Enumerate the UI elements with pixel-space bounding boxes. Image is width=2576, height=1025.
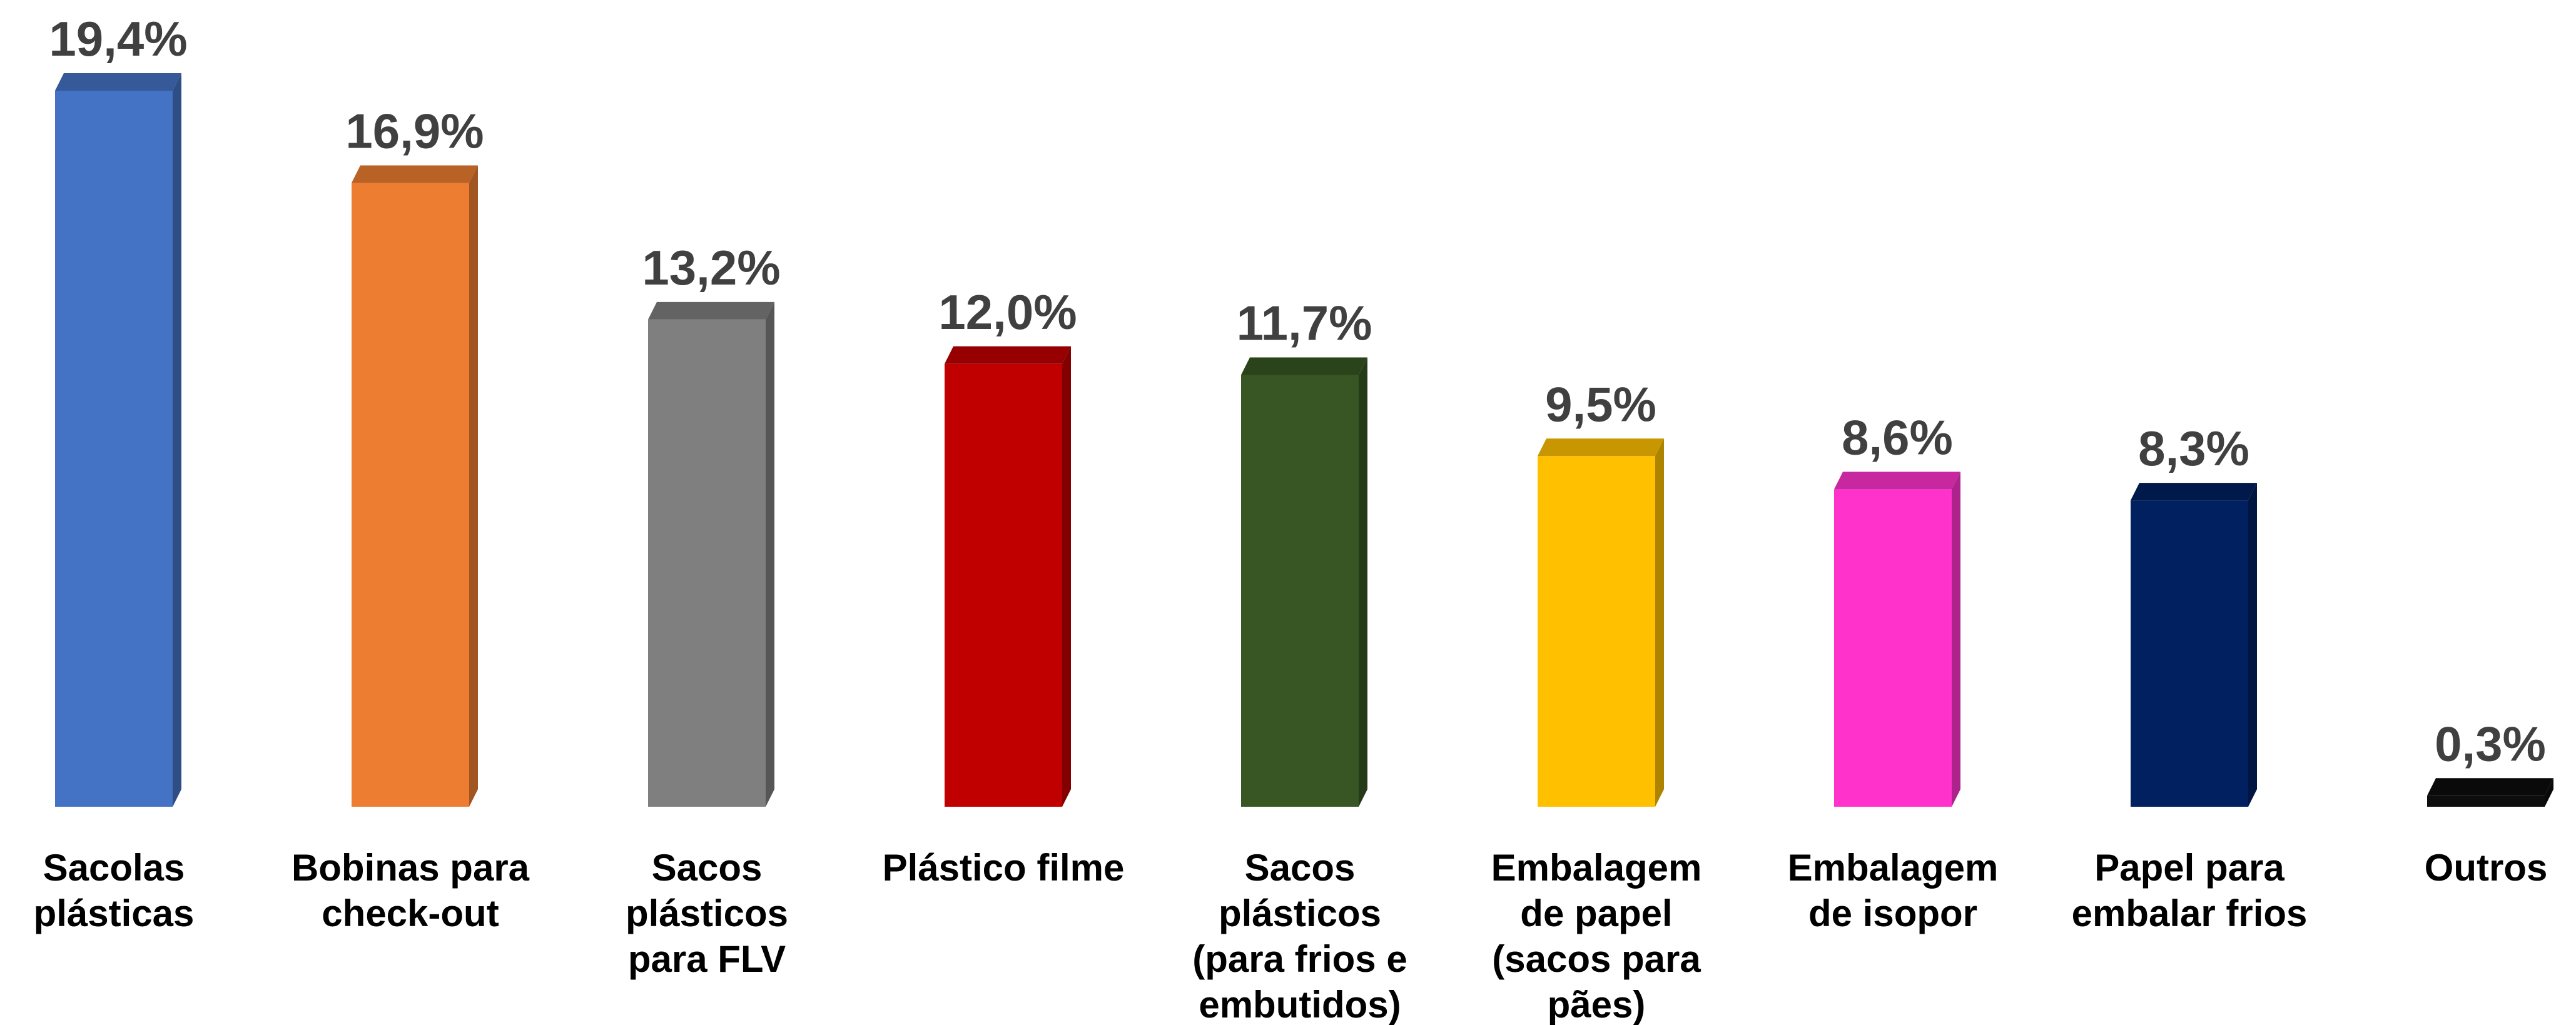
category-label: Outros xyxy=(2425,847,2548,889)
bar-5 xyxy=(1241,357,1367,807)
bar-front xyxy=(945,363,1062,807)
bar-top xyxy=(1834,472,1960,490)
value-label: 12,0% xyxy=(938,285,1077,340)
bar-top xyxy=(945,346,1071,364)
value-labels-group: 19,4% 16,9% 13,2% 12,0% 11,7% 9,5% 8,6% 8,3% 0,3… xyxy=(49,11,2545,771)
bar-side xyxy=(1655,438,1664,807)
bar-front xyxy=(1834,489,1952,807)
category-label: Plástico filme xyxy=(883,847,1125,889)
bar-side xyxy=(1952,472,1960,807)
bars-group xyxy=(55,73,2553,807)
bar-side xyxy=(1359,357,1367,807)
bar-top xyxy=(648,301,774,320)
value-label: 8,3% xyxy=(2138,421,2249,476)
bar-top xyxy=(2427,778,2553,796)
bar-7 xyxy=(1834,472,1960,807)
category-label: Sacos plásticos (para frios e embutidos) xyxy=(1192,847,1407,1025)
bar-top xyxy=(352,165,478,183)
value-label: 13,2% xyxy=(642,240,780,295)
value-label: 11,7% xyxy=(1237,295,1372,350)
bar-side xyxy=(469,165,478,807)
bar-2 xyxy=(352,165,478,807)
bar-4 xyxy=(945,346,1071,807)
bar-front xyxy=(2427,795,2545,807)
bar-8 xyxy=(2131,483,2257,807)
value-label: 9,5% xyxy=(1545,376,1656,432)
bar-front xyxy=(648,319,766,807)
category-label: Bobinas para check-out xyxy=(292,847,530,934)
bar-9 xyxy=(2427,778,2553,807)
category-label: Embalagem de papel (sacos para pães) xyxy=(1491,847,1702,1025)
bar-front xyxy=(352,183,469,807)
bar-top xyxy=(1241,357,1367,375)
value-label: 16,9% xyxy=(345,104,484,159)
bar-6 xyxy=(1538,438,1664,807)
bar-1 xyxy=(55,73,181,807)
bar-side xyxy=(1062,346,1071,807)
bar-top xyxy=(55,73,181,91)
bar-3 xyxy=(648,301,774,807)
category-label: Papel para embalar frios xyxy=(2072,847,2308,934)
bar-front xyxy=(2131,500,2248,807)
category-labels-group: Sacolas plásticas Bobinas para check-out Sac… xyxy=(34,847,2548,1025)
category-label: Embalagem de isopor xyxy=(1788,847,1999,934)
bar-top xyxy=(2131,483,2257,501)
bar-top xyxy=(1538,438,1664,457)
category-label: Sacolas plásticas xyxy=(34,847,195,934)
bar-front xyxy=(1538,456,1655,807)
bar-side xyxy=(173,73,181,807)
value-label: 8,6% xyxy=(1842,410,1953,465)
value-label: 19,4% xyxy=(49,11,187,66)
bar-side xyxy=(2545,778,2553,807)
value-label: 0,3% xyxy=(2435,716,2546,771)
bar-side xyxy=(766,301,774,807)
bar-side xyxy=(2248,483,2257,807)
bar-front xyxy=(1241,375,1359,807)
bar-front xyxy=(55,91,173,807)
category-label: Sacos plásticos para FLV xyxy=(626,847,788,980)
